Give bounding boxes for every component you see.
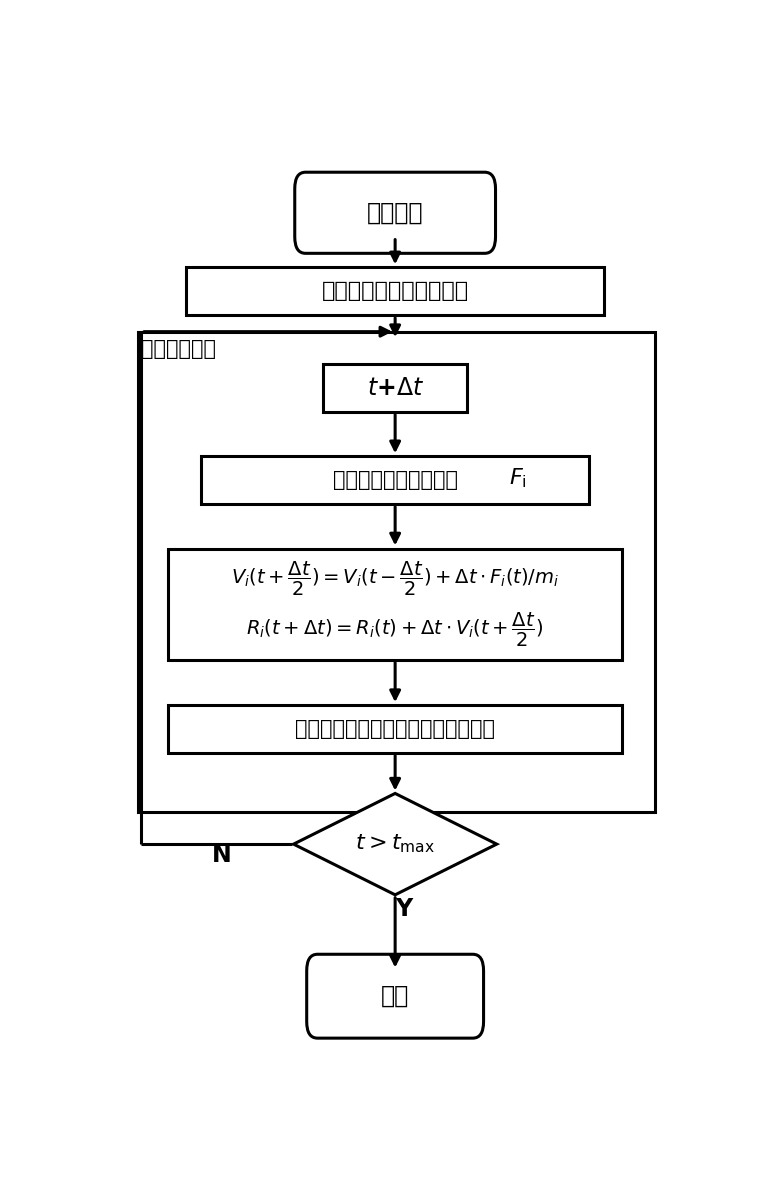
Text: $\mathit{t}$+$\Delta \mathit{t}$: $\mathit{t}$+$\Delta \mathit{t}$ xyxy=(366,376,424,400)
Text: $V_i(t+\dfrac{\Delta t}{2})=V_i(t-\dfrac{\Delta t}{2})+\Delta t\cdot F_i(t)/m_i$: $V_i(t+\dfrac{\Delta t}{2})=V_i(t-\dfrac… xyxy=(231,560,559,597)
Bar xyxy=(201,456,589,504)
Text: 计算作用于原子上的力: 计算作用于原子上的力 xyxy=(332,470,458,490)
FancyBboxPatch shape xyxy=(295,172,496,254)
Text: $F_{\rm i}$: $F_{\rm i}$ xyxy=(509,467,527,490)
Text: 启动计算: 启动计算 xyxy=(367,201,423,225)
Bar xyxy=(168,549,622,660)
Text: Y: Y xyxy=(396,897,412,920)
Text: $R_i(t+\Delta t)=R_i(t)+\Delta t\cdot V_i(t+\dfrac{\Delta t}{2})$: $R_i(t+\Delta t)=R_i(t)+\Delta t\cdot V_… xyxy=(247,612,544,649)
Text: 结束: 结束 xyxy=(381,984,409,1008)
Text: 计算物理量并对其结果进行统计处理: 计算物理量并对其结果进行统计处理 xyxy=(295,719,495,739)
Text: $t>t_{\rm max}$: $t>t_{\rm max}$ xyxy=(355,833,435,856)
Text: N: N xyxy=(212,843,232,867)
Text: 时间更新回路: 时间更新回路 xyxy=(141,339,216,359)
Bar xyxy=(323,364,466,412)
Bar xyxy=(168,705,622,753)
Text: 设定坐标、速度的初始值: 设定坐标、速度的初始值 xyxy=(322,281,469,302)
Polygon shape xyxy=(294,794,497,895)
Bar xyxy=(186,267,604,315)
FancyBboxPatch shape xyxy=(307,954,483,1038)
Bar xyxy=(138,332,655,812)
